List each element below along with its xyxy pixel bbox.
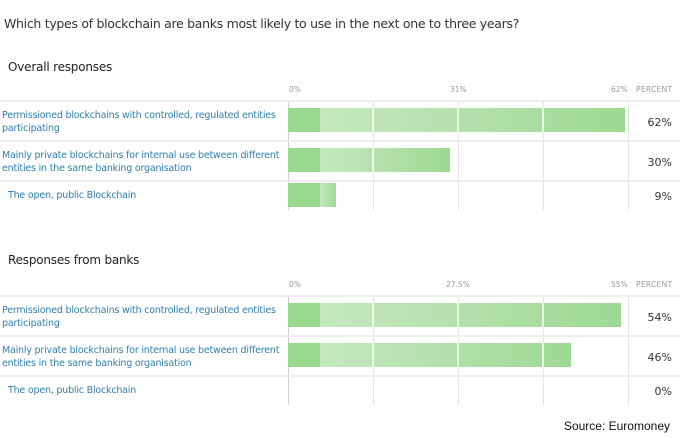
gridline [628,142,629,180]
bar [288,148,450,172]
gridline [628,297,629,335]
gridline [628,102,629,140]
gridline [628,182,629,210]
gridline [373,377,374,405]
row-label: Permissioned blockchains with controlled… [2,110,276,134]
gridline [543,182,544,210]
bar [288,183,336,207]
gridline [628,377,629,405]
percent-header: PERCENT [636,85,673,94]
row-label: Permissioned blockchains with controlled… [2,305,276,329]
gridline [458,142,459,180]
gridline [288,377,289,405]
row-label: The open, public Blockchain [8,190,137,201]
gridline [458,182,459,210]
bar-row: Mainly private blockchains for internal … [0,140,680,180]
axis-tick-mid: 31% [450,85,467,94]
gridline [543,377,544,405]
row-value: 30% [647,156,672,169]
axis-tick-max: 55% [611,280,628,289]
bar [288,343,571,367]
row-value: 62% [647,116,672,129]
row-label: Mainly private blockchains for internal … [2,150,280,174]
row-label: The open, public Blockchain [8,385,137,396]
row-value: 54% [647,311,672,324]
source-note: Source: Euromoney [563,419,670,433]
axis-tick-max: 62% [611,85,628,94]
gridline [543,142,544,180]
bar [288,108,625,132]
bar-row: Mainly private blockchains for internal … [0,335,680,375]
axis-tick-0: 0% [289,280,301,289]
panel-title-banks: Responses from banks [8,253,140,267]
row-value: 9% [654,190,672,203]
bar-row: The open, public Blockchain 9% [0,180,680,210]
gridline [373,182,374,210]
axis-tick-mid: 27.5% [446,280,470,289]
bar-row: Permissioned blockchains with controlled… [0,100,680,140]
row-label: Mainly private blockchains for internal … [2,345,280,369]
bar-row: The open, public Blockchain 0% [0,375,680,405]
percent-header: PERCENT [636,280,673,289]
gridline [458,377,459,405]
panel-title-overall: Overall responses [8,60,113,74]
bar [288,303,621,327]
gridline [628,337,629,375]
row-value: 46% [647,351,672,364]
axis-tick-0: 0% [289,85,301,94]
chart-title: Which types of blockchain are banks most… [4,16,520,31]
bar-row: Permissioned blockchains with controlled… [0,295,680,335]
row-value: 0% [654,385,672,398]
